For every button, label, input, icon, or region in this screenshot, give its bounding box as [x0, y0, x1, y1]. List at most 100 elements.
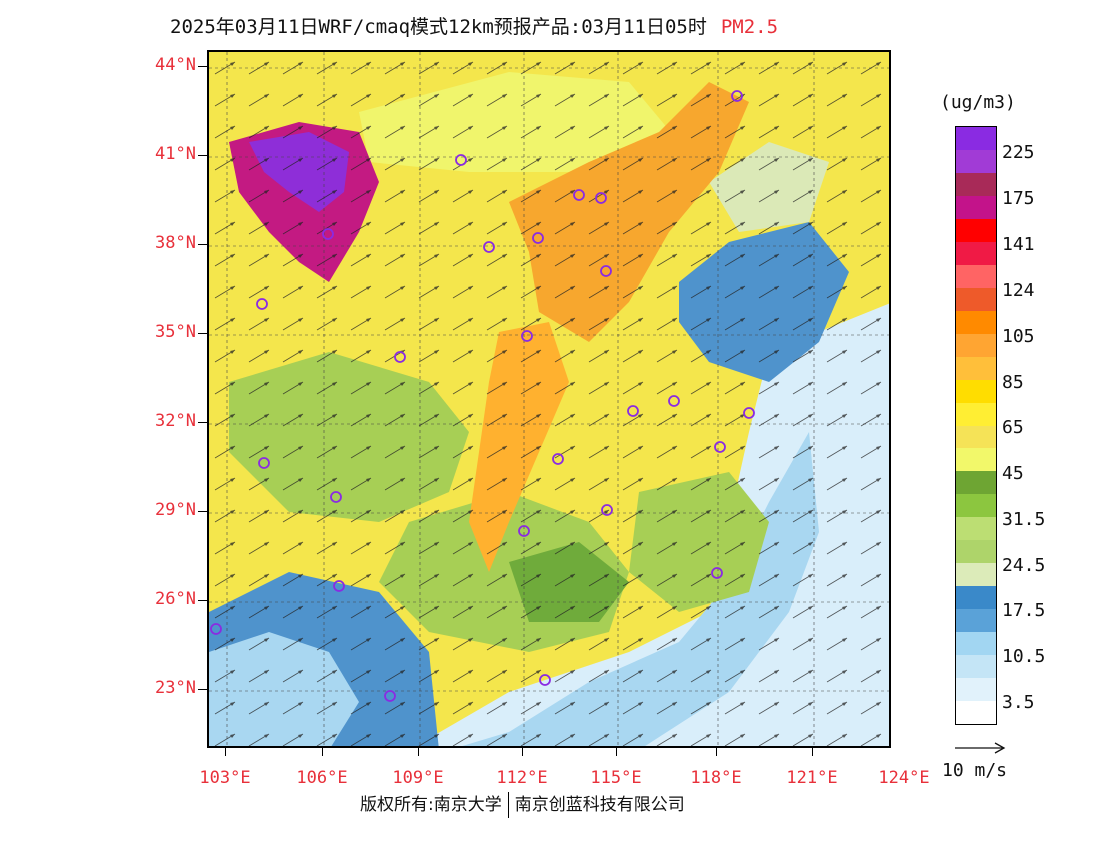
- city-marker: [627, 405, 639, 417]
- legend-label: 10.5: [1002, 646, 1046, 667]
- lat-tick: [198, 600, 207, 601]
- footer: 版权所有:南京大学 南京创蓝科技有限公司: [360, 790, 685, 818]
- lon-label: 106°E: [296, 768, 348, 788]
- footer-separator: [507, 792, 509, 818]
- lat-tick: [198, 333, 207, 334]
- lat-tick: [198, 511, 207, 512]
- lon-tick: [225, 748, 226, 756]
- legend-swatch: [956, 402, 996, 426]
- pollutant-label: PM2.5: [720, 16, 779, 38]
- pm25-forecast-map: [207, 50, 891, 748]
- legend-label: 85: [1002, 372, 1024, 393]
- company-name: 南京创蓝科技有限公司: [514, 795, 685, 815]
- lat-label: 23°N: [155, 678, 196, 698]
- city-marker: [714, 441, 726, 453]
- legend-swatch: [956, 218, 996, 243]
- lat-tick: [198, 66, 207, 67]
- legend-swatch: [956, 379, 996, 404]
- city-marker: [743, 407, 755, 419]
- city-marker: [731, 90, 743, 102]
- legend-swatch: [956, 127, 996, 151]
- legend-label: 175: [1002, 188, 1035, 209]
- legend-label: 141: [1002, 234, 1035, 255]
- lat-label: 32°N: [155, 411, 196, 431]
- legend-label: 105: [1002, 326, 1035, 347]
- lon-label: 109°E: [392, 768, 444, 788]
- legend-swatch: [956, 241, 996, 266]
- legend-swatch: [956, 701, 996, 725]
- map-canvas: [209, 52, 889, 746]
- legend-swatch: [956, 655, 996, 679]
- copyright-text: 版权所有:南京大学: [360, 795, 502, 815]
- lat-tick: [198, 689, 207, 690]
- city-markers: [210, 90, 755, 702]
- city-marker: [518, 525, 530, 537]
- legend-swatch: [956, 471, 996, 495]
- city-marker: [539, 674, 551, 686]
- wind-vectors: [209, 52, 889, 746]
- title-text: 2025年03月11日WRF/cmaq模式12km预报产品:03月11日05时: [170, 16, 707, 38]
- lat-tick: [198, 422, 207, 423]
- lon-label: 112°E: [496, 768, 548, 788]
- city-marker: [532, 232, 544, 244]
- lon-tick: [322, 748, 323, 756]
- legend-label: 65: [1002, 417, 1024, 438]
- legend-swatch: [956, 287, 996, 312]
- lat-tick: [198, 155, 207, 156]
- city-marker: [668, 395, 680, 407]
- legend-swatch: [956, 310, 996, 335]
- lon-tick: [716, 748, 717, 756]
- city-marker: [483, 241, 495, 253]
- legend-label: 225: [1002, 142, 1035, 163]
- legend-swatch: [956, 425, 996, 449]
- legend-swatch: [956, 517, 996, 541]
- lat-label: 41°N: [155, 144, 196, 164]
- legend-label: 45: [1002, 463, 1024, 484]
- legend-label: 24.5: [1002, 555, 1046, 576]
- legend-swatch: [956, 678, 996, 702]
- city-marker: [711, 567, 723, 579]
- city-marker: [384, 690, 396, 702]
- legend-swatch: [956, 563, 996, 587]
- city-marker: [521, 330, 533, 342]
- lon-tick: [522, 748, 523, 756]
- lon-tick: [812, 748, 813, 756]
- lon-label: 118°E: [690, 768, 742, 788]
- lon-label: 103°E: [199, 768, 251, 788]
- city-marker: [210, 623, 222, 635]
- city-marker: [322, 228, 334, 240]
- city-marker: [333, 580, 345, 592]
- color-legend: [955, 126, 997, 725]
- lat-label: 26°N: [155, 589, 196, 609]
- lon-label: 121°E: [786, 768, 838, 788]
- legend-swatch: [956, 540, 996, 564]
- legend-label: 17.5: [1002, 600, 1046, 621]
- lat-label: 35°N: [155, 322, 196, 342]
- legend-swatch: [956, 586, 996, 610]
- map-title: 2025年03月11日WRF/cmaq模式12km预报产品:03月11日05时 P…: [170, 12, 778, 39]
- legend-swatch: [956, 632, 996, 656]
- city-marker: [601, 504, 613, 516]
- city-marker: [455, 154, 467, 166]
- city-marker: [600, 265, 612, 277]
- legend-label: 3.5: [1002, 692, 1035, 713]
- wind-reference-arrow: [955, 742, 1006, 754]
- city-marker: [256, 298, 268, 310]
- legend-unit: (ug/m3): [940, 92, 1016, 113]
- legend-swatch: [956, 149, 996, 174]
- legend-label: 124: [1002, 280, 1035, 301]
- legend-swatch: [956, 195, 996, 220]
- lat-label: 29°N: [155, 500, 196, 520]
- lon-label: 115°E: [590, 768, 642, 788]
- lon-tick: [418, 748, 419, 756]
- city-marker: [258, 457, 270, 469]
- city-marker: [595, 192, 607, 204]
- legend-swatch: [956, 494, 996, 518]
- legend-swatch: [956, 448, 996, 472]
- legend-swatch: [956, 333, 996, 358]
- legend-swatch: [956, 609, 996, 633]
- legend-label: 31.5: [1002, 509, 1046, 530]
- legend-swatch: [956, 356, 996, 381]
- lat-label: 44°N: [155, 55, 196, 75]
- city-marker: [573, 189, 585, 201]
